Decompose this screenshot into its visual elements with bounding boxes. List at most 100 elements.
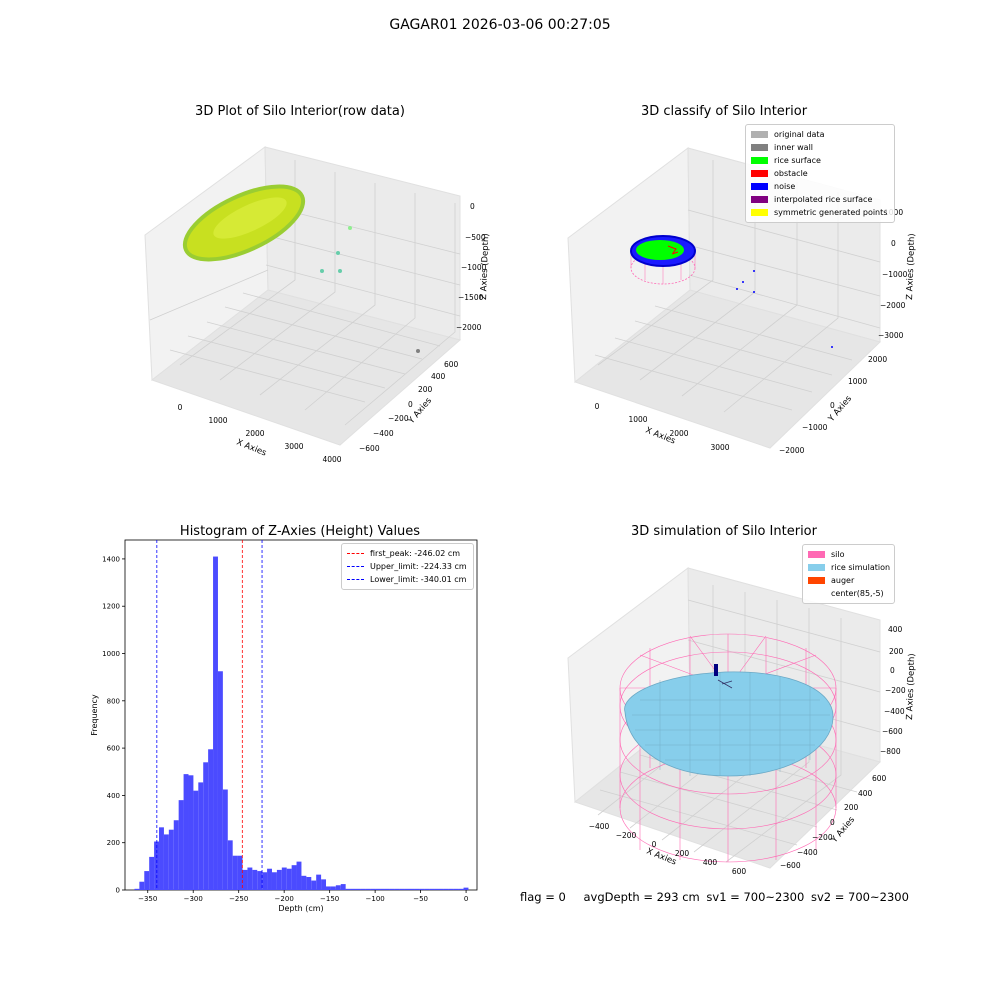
legend-swatch: [808, 590, 825, 597]
panel-histogram-title: Histogram of Z-Axies (Height) Values: [179, 524, 421, 539]
legend-swatch: [751, 144, 768, 151]
hist-bar: [360, 888, 366, 890]
hist-bar: [159, 827, 164, 890]
sim-ytick: −400: [797, 848, 818, 857]
legend-line: [347, 566, 364, 567]
hist-bar: [301, 875, 307, 890]
hist-bar: [404, 888, 410, 890]
legend-swatch: [808, 551, 825, 558]
rice-simulation-surface: [624, 671, 834, 777]
legend-label: auger: [831, 576, 855, 585]
hist-bar: [414, 888, 420, 890]
hist-bar: [168, 829, 174, 890]
legend-item: noise: [751, 180, 889, 193]
hist-ytick-label: 200: [107, 839, 120, 847]
raw-zlabel: Z Axies (Depth): [479, 233, 491, 300]
legend-swatch: [751, 209, 768, 216]
legend-label: Upper_limit: -224.33 cm: [370, 562, 467, 571]
hist-bar: [286, 868, 292, 890]
legend-label: noise: [774, 182, 796, 191]
sim-xtick: −400: [589, 822, 610, 831]
hist-bar: [316, 874, 322, 890]
hist-bar: [453, 888, 459, 890]
hist-bar: [144, 871, 150, 890]
legend-swatch: [808, 564, 825, 571]
sim-xtick: 600: [732, 867, 747, 876]
classify-xtick: 3000: [710, 443, 729, 452]
status-sv1: sv1 = 700~2300: [706, 890, 805, 904]
legend-item: rice surface: [751, 154, 889, 167]
raw-ztick: 0: [470, 202, 475, 211]
classify-xtick: 1000: [628, 415, 647, 424]
legend-item: obstacle: [751, 167, 889, 180]
hist-bar: [326, 886, 331, 890]
legend-label: rice simulation: [831, 563, 891, 572]
classify-ztick: −3000: [878, 331, 904, 340]
hist-bar: [350, 888, 356, 890]
sim-ztick: −400: [884, 707, 905, 716]
sim-xtick: 0: [652, 840, 657, 849]
hist-bar: [409, 888, 415, 890]
legend-swatch: [751, 131, 768, 138]
simulation-legend: silo rice simulation auger center(85,-5): [802, 544, 895, 604]
raw-ytick: 0: [408, 400, 413, 409]
hist-bar: [188, 775, 194, 890]
classify-ytick: −2000: [779, 446, 805, 455]
legend-label: obstacle: [774, 169, 808, 178]
hist-xtick-label: −350: [138, 895, 157, 903]
hist-bar: [242, 869, 248, 890]
hist-bar: [296, 861, 302, 890]
hist-bar: [183, 774, 189, 890]
hist-bar: [448, 888, 454, 890]
legend-label: original data: [774, 130, 825, 139]
classify-legend: original data inner wall rice surface ob…: [745, 124, 895, 223]
hist-ylabel: Frequency: [90, 694, 99, 736]
hist-bar: [271, 872, 277, 890]
hist-bar: [163, 834, 169, 890]
classify-ztick: 0: [891, 239, 896, 248]
raw-xtick: 3000: [284, 442, 303, 451]
hist-bar: [252, 869, 258, 890]
hist-bar: [262, 872, 268, 890]
sim-xtick: 400: [703, 858, 718, 867]
classify-ytick: 0: [830, 401, 835, 410]
hist-bar: [257, 871, 263, 890]
hist-bar: [311, 880, 317, 890]
hist-bar: [399, 888, 405, 890]
classify-xtick: 2000: [669, 429, 688, 438]
panel-raw-3d: [144, 146, 462, 446]
figure-suptitle: GAGAR01 2026-03-06 00:27:05: [389, 17, 611, 33]
hist-xticks: −350 −300 −250 −200 −150 −100 −50 0: [138, 890, 468, 903]
hist-bar: [222, 789, 228, 890]
hist-xtick-label: −200: [275, 895, 294, 903]
legend-item: Lower_limit: -340.01 cm: [347, 573, 468, 586]
legend-swatch: [808, 577, 825, 584]
legend-label: inner wall: [774, 143, 814, 152]
gridlines: [594, 160, 881, 413]
hist-ytick-label: 1000: [102, 650, 120, 658]
hist-bar: [389, 888, 395, 890]
hist-bar: [198, 782, 204, 890]
hist-xtick-label: −50: [413, 895, 428, 903]
panel-classify-title: 3D classify of Silo Interior: [640, 104, 808, 119]
legend-item: inner wall: [751, 141, 889, 154]
legend-swatch: [751, 183, 768, 190]
hist-bar: [173, 820, 179, 890]
histogram-legend: first_peak: -246.02 cm Upper_limit: -224…: [341, 543, 474, 590]
hist-bar: [419, 888, 425, 890]
legend-item: silo: [808, 548, 889, 561]
hist-bar: [237, 855, 243, 890]
legend-line: [347, 553, 364, 554]
legend-item: rice simulation: [808, 561, 891, 574]
hist-ytick-label: 1200: [102, 603, 120, 611]
hist-bar: [291, 865, 297, 890]
raw-ztick: −2000: [456, 323, 482, 332]
sim-zlabel: Z Axies (Depth): [905, 653, 917, 720]
panel-simulation-3d: [567, 567, 881, 869]
hist-yticks: 0 200 400 600 800 1000 1200 1400: [102, 555, 125, 895]
hist-xtick-label: 0: [464, 895, 468, 903]
classify-ytick: 2000: [868, 355, 887, 364]
sim-xtick: −200: [616, 831, 637, 840]
hist-ytick-label: 1400: [102, 555, 120, 563]
